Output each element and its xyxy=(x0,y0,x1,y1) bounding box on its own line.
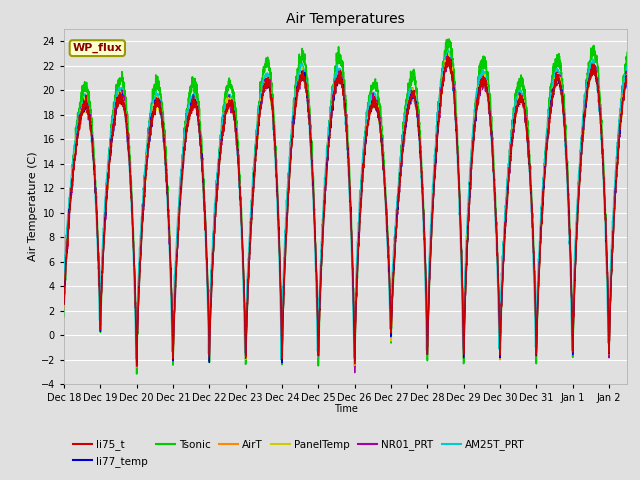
Y-axis label: Air Temperature (C): Air Temperature (C) xyxy=(28,152,38,261)
Legend: li75_t, li77_temp, Tsonic, AirT, PanelTemp, NR01_PRT, AM25T_PRT: li75_t, li77_temp, Tsonic, AirT, PanelTe… xyxy=(69,435,529,471)
X-axis label: Time: Time xyxy=(333,405,358,414)
Title: Air Temperatures: Air Temperatures xyxy=(286,12,405,26)
Text: WP_flux: WP_flux xyxy=(72,43,122,53)
